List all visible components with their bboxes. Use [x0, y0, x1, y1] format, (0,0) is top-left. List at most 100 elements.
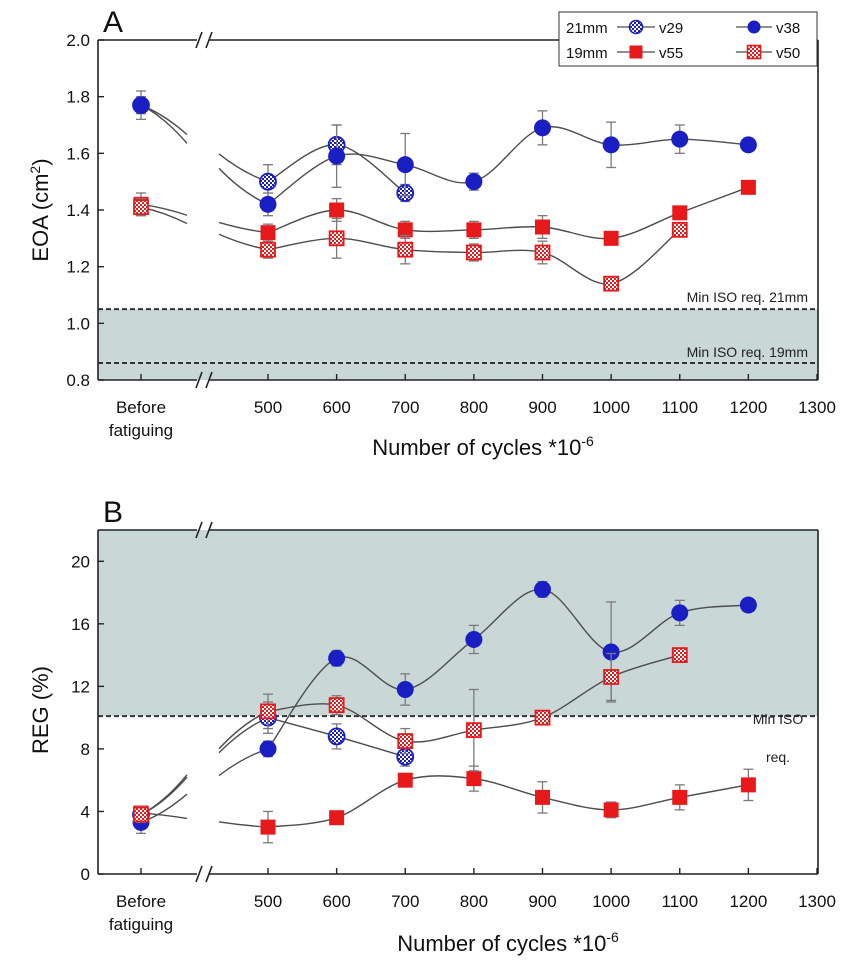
panel-b-ref-label-line-2: req. [766, 749, 790, 765]
panel-b-axis-break-mark [205, 865, 213, 883]
panel-b-series-v38 [132, 580, 757, 834]
panel-a-letter: A [103, 6, 123, 39]
panel-b-axis-break-mark [195, 865, 203, 883]
marker-v55-1000 [603, 802, 619, 818]
marker-v38-before [132, 96, 150, 114]
marker-v50-800 [465, 244, 482, 261]
marker-v38-900 [534, 119, 551, 137]
marker-v38-600 [328, 147, 346, 165]
panel-a-series-v38 [132, 90, 757, 217]
panel-a-y-tick-label: 1.4 [66, 201, 90, 220]
marker-v55-800 [466, 222, 482, 238]
marker-v50-900 [534, 709, 551, 726]
marker-v55-1100 [672, 205, 688, 221]
marker-v50-500 [260, 703, 276, 720]
panel-a-series-v29 [132, 96, 415, 203]
marker-v38-1100 [671, 604, 689, 622]
panel-b-series-v50 [133, 647, 688, 824]
marker-v38-500 [259, 740, 277, 758]
marker-v55-700 [397, 222, 413, 238]
marker-v50-before [133, 806, 149, 823]
marker-v55-500 [260, 819, 276, 835]
marker-v55-900 [535, 219, 550, 235]
panel-a-y-tick-label: 1.8 [66, 88, 90, 107]
panel-b: B 0 4 8 12 16 20 500 600 700 800 900 1000 1100 1200 13… [28, 496, 836, 956]
panel-a-x-category-label: fatiguing [109, 421, 173, 440]
marker-v55-500 [260, 225, 276, 241]
legend-item-v50: v50 [736, 44, 800, 62]
panel-b-y-tick-label: 16 [71, 615, 90, 634]
panel-b-x-tick-label: 1300 [798, 892, 836, 911]
legend-marker-v50 [746, 44, 762, 60]
panel-a-x-tick-label: 700 [391, 398, 419, 417]
panel-b-x-tick-label: 900 [528, 892, 556, 911]
marker-v38-900 [534, 580, 551, 598]
panel-b-y-tick-label: 20 [71, 552, 90, 571]
panel-b-y-axis-title: REG (%) [28, 666, 53, 754]
marker-v29-600 [327, 727, 346, 746]
panel-b-y-tick-label: 4 [81, 802, 90, 821]
marker-v50-1000 [603, 669, 620, 685]
marker-v55-800 [466, 771, 482, 787]
panel-a-y-tick-label: 0.8 [66, 371, 90, 390]
legend-item-v29: v29 [617, 19, 683, 37]
marker-v38-800 [465, 630, 483, 648]
panel-b-x-tick-label: 1100 [661, 892, 698, 911]
panel-b-iso-zone [98, 530, 818, 717]
panel-a-y-tick-label: 1.0 [66, 314, 90, 333]
panel-b-x-axis-title: Number of cycles *10-6 [397, 929, 619, 956]
legend-item-v38: v38 [736, 20, 800, 37]
marker-v55-600 [329, 202, 345, 218]
marker-v55-1000 [603, 230, 619, 246]
marker-v38-1000 [602, 136, 620, 154]
panel-b-x-tick-label: 500 [254, 892, 282, 911]
panel-a-zone-layer [98, 308, 818, 380]
panel-b-y-tick-label: 12 [71, 677, 90, 696]
marker-v38-1200 [739, 136, 757, 154]
legend-label-v29: v29 [659, 20, 683, 37]
legend-group-21mm: 21mm [566, 20, 608, 37]
marker-v50-1000 [603, 275, 620, 292]
panel-b-letter: B [103, 496, 123, 529]
marker-v50-before [133, 199, 149, 216]
marker-v50-700 [397, 733, 414, 749]
legend-label-v55: v55 [659, 45, 683, 62]
panel-b-axes-layer: 0 4 8 12 16 20 500 600 700 800 900 1000 1100 1200 1300… [71, 521, 836, 934]
legend-box [558, 11, 818, 67]
panel-a-x-axis-title: Number of cycles *10-6 [372, 433, 594, 460]
panel-b-x-category-label: Before [116, 892, 166, 911]
panel-b-x-tick-label: 700 [391, 892, 419, 911]
marker-v55-1100 [672, 789, 688, 805]
panel-a-x-category-label: Before [116, 398, 166, 417]
panel-b-series-v55 [133, 765, 756, 844]
legend-marker-v29 [628, 19, 644, 35]
panel-a-y-tick-label: 2.0 [66, 31, 90, 50]
marker-v50-600 [328, 230, 345, 247]
marker-v38-500 [259, 195, 277, 213]
marker-v38-1000 [602, 643, 620, 661]
panel-b-series-v29 [132, 701, 415, 824]
panel-a-x-tick-label: 1000 [592, 398, 630, 417]
panel-a-axes-layer: 0.8 1.0 1.2 1.4 1.6 1.8 2.0 500 600 700 800 900 1000… [66, 31, 836, 440]
connector-before-v38 [140, 104, 188, 144]
panel-a-x-tick-label: 800 [460, 398, 488, 417]
legend-label-v50: v50 [776, 45, 800, 62]
marker-v50-900 [534, 244, 551, 261]
panel-a-y-axis-title: EOA (cm2) [27, 158, 53, 261]
panel-a-series-v50 [133, 198, 688, 292]
panel-a-iso-zone [98, 309, 818, 380]
panel-a: A 0.8 1.0 1.2 1.4 1.6 1.8 2.0 500 600 700 800 900 10… [27, 6, 836, 460]
panel-a-ref-label-19mm: Min ISO req. 19mm [687, 344, 808, 360]
panel-a-axis-break-mark [195, 371, 203, 389]
panel-a-x-tick-label: 1200 [729, 398, 767, 417]
panel-b-y-tick-label: 8 [81, 740, 90, 759]
panel-a-x-tick-label: 1300 [798, 398, 836, 417]
marker-v38-800 [465, 173, 483, 191]
legend-label-v38: v38 [776, 20, 800, 37]
panel-a-axis-break-mark [205, 31, 213, 49]
marker-v55-1200 [740, 179, 756, 195]
panel-a-y-tick-label: 1.2 [66, 258, 90, 277]
panel-a-legend: 21mm 19mm v29 v38 v55 v50 [558, 11, 818, 67]
marker-v55-1200 [740, 777, 756, 793]
marker-v38-700 [396, 156, 414, 174]
